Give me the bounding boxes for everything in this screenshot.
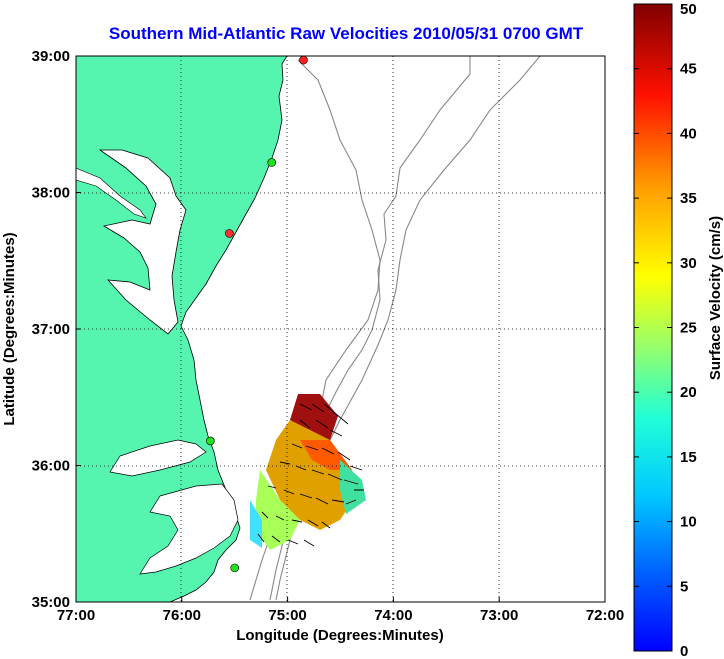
- chesapeake-bay: [98, 149, 187, 335]
- colorbar-tick-label: 5: [680, 578, 688, 595]
- y-axis-label: Latitude (Degrees:Minutes): [1, 232, 18, 425]
- colorbar-tick-label: 20: [680, 384, 697, 401]
- colorbar-tick-label: 45: [680, 61, 697, 78]
- y-tick-label: 36:00: [32, 458, 70, 475]
- radar-station-marker: [206, 436, 215, 446]
- radar-station-marker: [230, 563, 239, 573]
- y-tick-label: 35:00: [32, 594, 70, 611]
- colorbar-tick-label: 0: [680, 643, 688, 659]
- x-tick-label: 77:00: [57, 607, 95, 624]
- station-markers: [206, 55, 308, 573]
- x-tick-label: 76:00: [163, 607, 201, 624]
- albemarle-sound: [109, 439, 207, 477]
- y-tick-label: 37:00: [32, 321, 70, 338]
- x-axis-ticks: 77:00 76:00 75:00 74:00 73:00 72:00: [57, 597, 624, 624]
- colorbar-tick-label: 15: [680, 449, 697, 466]
- velocity-patch-orange: [300, 440, 352, 470]
- y-tick-label: 38:00: [32, 185, 70, 202]
- velocity-field: [250, 394, 366, 550]
- y-tick-label: 39:00: [32, 48, 70, 65]
- velocity-arrows: [257, 403, 364, 547]
- x-tick-label: 73:00: [480, 607, 518, 624]
- pamlico-sound: [139, 483, 239, 575]
- colorbar: 0 5 10 15 20 25 30 35 40 45 50 Surface Velocity (c…: [633, 1, 724, 659]
- radar-station-marker: [225, 229, 234, 238]
- colorbar-tick-label: 35: [680, 190, 697, 207]
- colorbar-tick-label: 30: [680, 255, 697, 272]
- colorbar-tick-label: 40: [680, 125, 697, 142]
- x-tick-label: 72:00: [586, 607, 624, 624]
- grid-lines: [76, 56, 605, 602]
- map-title: Southern Mid-Atlantic Raw Velocities 201…: [109, 24, 584, 43]
- colorbar-gradient: [633, 3, 673, 652]
- y-axis-ticks: 35:00 36:00 37:00 38:00 39:00: [32, 48, 81, 611]
- map-plot: [75, 55, 606, 603]
- x-tick-label: 75:00: [268, 607, 306, 624]
- x-axis-label: Longitude (Degrees:Minutes): [236, 627, 444, 644]
- radar-station-marker: [267, 158, 277, 167]
- colorbar-tick-label: 25: [680, 320, 697, 337]
- colorbar-tick-label: 10: [680, 514, 697, 531]
- x-tick-label: 74:00: [374, 607, 412, 624]
- velocity-patch-east: [340, 460, 366, 514]
- radar-station-marker: [299, 55, 308, 65]
- potomac-river: [76, 167, 147, 219]
- velocity-patch-low: [256, 470, 300, 550]
- colorbar-tick-label: 50: [680, 1, 697, 18]
- colorbar-label: Surface Velocity (cm/s): [707, 216, 724, 380]
- colorbar-ticks: 0 5 10 15 20 25 30 35 40 45 50: [634, 1, 697, 659]
- velocity-patch-mid: [266, 420, 360, 530]
